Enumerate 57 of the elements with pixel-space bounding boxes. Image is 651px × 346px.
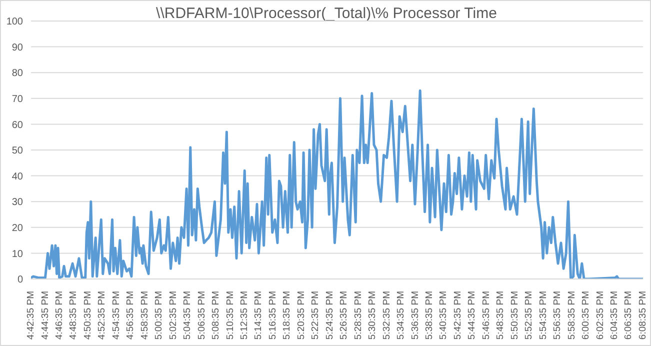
- x-tick-label: 4:44:35 PM: [40, 290, 51, 340]
- x-tick-label: 5:36:35 PM: [410, 290, 421, 340]
- x-tick-label: 5:06:35 PM: [196, 290, 208, 340]
- x-tick-label: 5:58:35 PM: [566, 290, 578, 340]
- line-series: [31, 89, 643, 279]
- x-tick-label: 5:12:35 PM: [238, 290, 250, 340]
- x-tick-label: 5:34:35 PM: [396, 290, 407, 340]
- x-tick-label: 4:46:35 PM: [54, 290, 65, 340]
- x-tick-label: 5:30:35 PM: [367, 290, 378, 340]
- x-tick-label: 5:56:35 PM: [552, 290, 564, 340]
- x-tick-label: 5:48:35 PM: [495, 290, 506, 340]
- x-tick-label: 6:08:35 PM: [638, 290, 648, 340]
- x-tick-label: 5:26:35 PM: [338, 290, 350, 340]
- x-tick-label: 5:00:35 PM: [154, 290, 165, 340]
- x-tick-label: 5:02:35 PM: [168, 290, 179, 340]
- x-tick-label: 5:04:35 PM: [182, 290, 194, 340]
- x-tick-label: 4:48:35 PM: [68, 290, 80, 340]
- y-tick-label: 70: [12, 94, 24, 105]
- y-tick-label: 0: [17, 274, 24, 286]
- x-tick-label: 5:32:35 PM: [381, 290, 392, 340]
- x-tick-label: 4:42:35 PM: [26, 290, 36, 340]
- y-tick-label: 60: [12, 120, 24, 131]
- x-tick-label: 5:20:35 PM: [296, 290, 307, 340]
- chart-title: \\RDFARM-10\Processor(_Total)\% Processor Time: [156, 5, 497, 22]
- x-tick-label: 5:24:35 PM: [324, 290, 336, 340]
- x-tick-label: 4:54:35 PM: [110, 290, 122, 340]
- x-tick-label: 4:56:35 PM: [125, 290, 136, 340]
- x-tick-label: 5:46:35 PM: [480, 290, 492, 340]
- x-tick-label: 5:44:35 PM: [466, 290, 478, 340]
- x-tick-label: 6:04:35 PM: [609, 290, 620, 340]
- x-tick-label: 5:38:35 PM: [424, 290, 436, 340]
- y-tick-label: 30: [12, 197, 24, 208]
- x-tick-label: 5:54:35 PM: [538, 290, 549, 340]
- x-tick-label: 4:58:35 PM: [139, 290, 150, 340]
- x-tick-label: 5:22:35 PM: [310, 290, 322, 340]
- x-tick-label: 5:50:35 PM: [509, 290, 520, 340]
- x-tick-label: 5:42:35 PM: [452, 290, 464, 340]
- x-tick-label: 4:52:35 PM: [96, 290, 108, 340]
- x-tick-label: 5:16:35 PM: [267, 290, 278, 340]
- x-tick-label: 5:40:35 PM: [438, 290, 450, 340]
- y-tick-label: 80: [12, 68, 24, 80]
- y-tick-label: 100: [6, 16, 24, 28]
- x-tick-label: 5:28:35 PM: [352, 290, 364, 340]
- x-tick-label: 6:02:35 PM: [594, 290, 606, 340]
- x-tick-label: 6:06:35 PM: [623, 290, 634, 340]
- x-tick-label: 6:00:35 PM: [580, 290, 592, 340]
- y-tick-label: 20: [12, 222, 24, 234]
- y-tick-label: 50: [12, 146, 24, 157]
- y-tick-label: 40: [12, 171, 24, 182]
- x-tick-label: 5:14:35 PM: [253, 290, 264, 340]
- x-tick-label: 5:18:35 PM: [282, 290, 293, 340]
- x-tick-label: 5:08:35 PM: [210, 290, 222, 340]
- x-tick-label: 5:10:35 PM: [224, 290, 236, 340]
- y-tick-label: 90: [12, 42, 24, 54]
- x-tick-label: 5:52:35 PM: [524, 290, 535, 340]
- y-tick-label: 10: [12, 248, 24, 260]
- x-tick-label: 4:50:35 PM: [82, 290, 94, 340]
